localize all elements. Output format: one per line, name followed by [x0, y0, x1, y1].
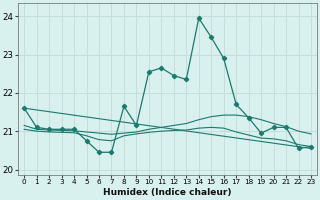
X-axis label: Humidex (Indice chaleur): Humidex (Indice chaleur) — [103, 188, 232, 197]
